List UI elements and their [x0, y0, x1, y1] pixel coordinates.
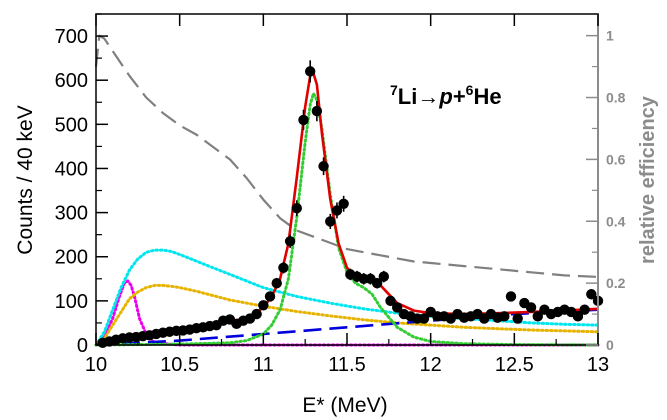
data-point: [385, 295, 396, 307]
data-point: [525, 302, 537, 313]
data-point: [264, 291, 276, 302]
data-point: [579, 304, 590, 315]
data-point: [258, 300, 269, 311]
y2-tick-label: 0.6: [606, 151, 626, 167]
series-line-orange-component: [94, 283, 600, 347]
x-tick-label: 13: [587, 354, 609, 376]
y-tick-label: 0: [77, 335, 88, 357]
annot-particle: p: [438, 84, 452, 109]
data-point: [512, 313, 523, 324]
data-point: [331, 205, 343, 216]
data-point: [318, 161, 329, 172]
y-tick-label: 700: [55, 26, 88, 48]
data-point: [418, 313, 430, 324]
annot-arrow: →: [417, 84, 439, 109]
data-point: [311, 105, 323, 117]
y-tick-label: 600: [55, 70, 88, 92]
y2-tick-label: 0: [606, 337, 614, 353]
y-tick-label: 500: [55, 114, 88, 136]
series-group: [94, 34, 604, 348]
x-tick-label: 12: [420, 354, 442, 376]
data-point: [378, 271, 390, 282]
data-point: [291, 202, 302, 214]
data-point: [304, 66, 316, 77]
annot-plus: +: [453, 84, 466, 109]
annot-mass-b: 6: [466, 82, 474, 98]
plot-frame: [95, 13, 599, 346]
x-tick-label: 11.5: [328, 354, 365, 376]
data-point: [325, 216, 336, 227]
data-point: [532, 311, 543, 322]
annot-element-a: Li: [398, 84, 418, 109]
y-tick-label: 400: [55, 158, 88, 180]
data-point: [251, 308, 262, 320]
data-point: [499, 311, 510, 322]
data-point: [284, 236, 296, 247]
x-tick-label: 11: [253, 354, 274, 376]
ticks-group: 10 10.5 11 11.5 12 12.5 1301002003004005006007…: [55, 13, 626, 376]
reaction-annotation: 7Li→p+6He: [390, 82, 502, 109]
x-tick-label: 10.5: [160, 354, 199, 376]
data-point: [278, 262, 289, 273]
series-line-efficiency: [94, 34, 599, 278]
y2-tick-label: 0.2: [606, 275, 626, 291]
data-point: [392, 302, 403, 313]
data-point: [586, 289, 597, 300]
annot-mass-a: 7: [390, 82, 398, 98]
data-point: [371, 278, 383, 289]
y2-tick-label: 1: [606, 28, 614, 44]
y-axis-title: Counts / 40 keV: [14, 105, 37, 254]
y-tick-label: 300: [55, 203, 88, 225]
data-point: [505, 291, 517, 302]
y-tick-label: 200: [55, 247, 88, 269]
y2-tick-label: 0.8: [606, 90, 626, 106]
x-tick-label: 10: [85, 354, 107, 376]
annot-element-b: He: [473, 84, 501, 109]
x-tick-label: 12.5: [495, 354, 534, 376]
y2-tick-label: 0.4: [606, 213, 626, 229]
data-points: [97, 60, 604, 348]
y2-axis-title: relative efficiency: [637, 95, 659, 264]
data-point: [271, 278, 282, 289]
data-point: [572, 311, 584, 322]
data-point: [298, 114, 309, 126]
data-point: [338, 198, 349, 209]
y-tick-label: 100: [55, 291, 88, 313]
x-axis-title: E* (MeV): [302, 394, 387, 417]
